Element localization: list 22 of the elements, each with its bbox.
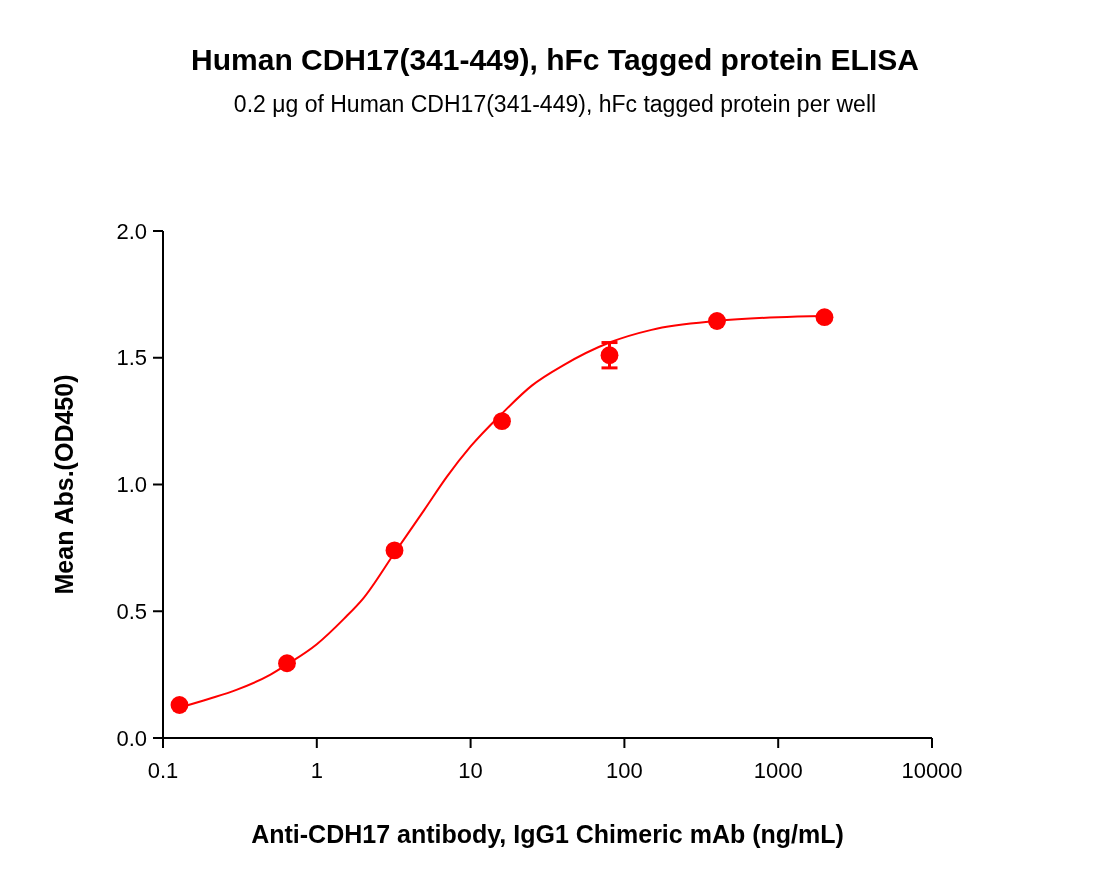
y-tick-label: 2.0 bbox=[116, 218, 147, 244]
y-tick-label: 1.5 bbox=[116, 345, 147, 371]
x-tick-label: 10 bbox=[458, 758, 483, 783]
x-tick-label: 100 bbox=[606, 758, 643, 783]
point bbox=[385, 541, 404, 560]
point bbox=[493, 412, 511, 431]
chart-subtitle: 0.2 μg of Human CDH17(341-449), hFc tagged protein per well bbox=[233, 91, 877, 117]
point bbox=[708, 312, 726, 330]
point bbox=[170, 696, 189, 714]
chart-title: Human CDH17(341-449), hFc Tagged protein ELISA bbox=[191, 43, 919, 76]
point bbox=[815, 308, 834, 327]
point bbox=[600, 346, 619, 365]
point bbox=[278, 654, 296, 673]
x-tick-label: 0.1 bbox=[147, 758, 179, 783]
y-axis-title: Mean Abs.(OD450) bbox=[50, 374, 78, 595]
y-tick-label: 0.5 bbox=[116, 598, 147, 624]
x-tick-label: 1 bbox=[310, 758, 323, 783]
y-tick-label: 0.0 bbox=[116, 725, 147, 751]
y-tick-label: 1.0 bbox=[116, 472, 147, 498]
x-tick-label: 10000 bbox=[901, 758, 963, 783]
x-tick-label: 1000 bbox=[753, 758, 803, 783]
x-axis-title: Anti-CDH17 antibody, IgG1 Chimeric mAb (ng/mL) bbox=[251, 820, 844, 848]
